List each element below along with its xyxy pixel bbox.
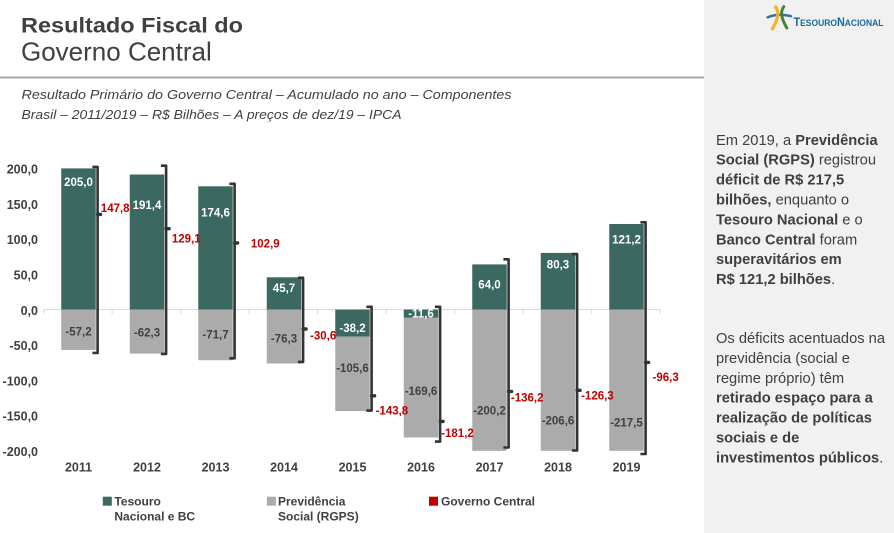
svg-text:bilhões, enquanto o: bilhões, enquanto o (716, 193, 849, 209)
svg-text:174,6: 174,6 (201, 208, 230, 220)
svg-text:-62,3: -62,3 (134, 328, 160, 340)
svg-text:2011: 2011 (65, 461, 92, 475)
svg-text:Banco Central foram: Banco Central foram (716, 232, 857, 248)
svg-text:-30,6: -30,6 (310, 331, 336, 343)
svg-text:-169,6: -169,6 (405, 386, 438, 398)
svg-text:129,1: 129,1 (172, 234, 201, 246)
svg-text:Tesouro Nacional e o: Tesouro Nacional e o (716, 212, 863, 228)
svg-text:205,0: 205,0 (64, 177, 93, 189)
svg-text:2014: 2014 (270, 461, 298, 475)
svg-text:-105,6: -105,6 (336, 363, 369, 375)
svg-text:-76,3: -76,3 (271, 334, 297, 346)
svg-text:-150,0: -150,0 (3, 410, 38, 424)
svg-text:Governo Central: Governo Central (441, 495, 535, 509)
svg-text:2016: 2016 (407, 461, 435, 475)
svg-text:-217,5: -217,5 (610, 418, 643, 430)
svg-text:-143,8: -143,8 (376, 405, 409, 417)
svg-text:sociais e de: sociais e de (716, 431, 799, 447)
svg-text:previdência (social e: previdência (social e (716, 351, 850, 367)
svg-text:-126,3: -126,3 (581, 391, 614, 403)
svg-text:-50,0: -50,0 (10, 339, 39, 353)
svg-text:150,0: 150,0 (7, 198, 38, 212)
svg-text:191,4: 191,4 (133, 200, 162, 212)
svg-text:121,2: 121,2 (612, 234, 641, 246)
svg-text:2012: 2012 (133, 461, 161, 475)
svg-text:TESOURONACIONAL: TESOURONACIONAL (794, 17, 884, 29)
svg-text:déficit de R$ 217,5: déficit de R$ 217,5 (716, 173, 844, 189)
svg-text:investimentos públicos.: investimentos públicos. (716, 450, 883, 466)
svg-text:-96,3: -96,3 (653, 372, 679, 384)
svg-text:2019: 2019 (613, 461, 641, 475)
svg-text:2017: 2017 (476, 461, 504, 475)
svg-text:Resultado Fiscal do: Resultado Fiscal do (21, 14, 243, 37)
svg-text:superavitários em: superavitários em (716, 252, 842, 268)
svg-text:-200,2: -200,2 (473, 406, 506, 418)
svg-text:-136,2: -136,2 (511, 393, 544, 405)
svg-text:80,3: 80,3 (547, 259, 569, 271)
svg-text:-181,2: -181,2 (441, 428, 474, 440)
svg-text:102,9: 102,9 (251, 239, 280, 251)
svg-text:Tesouro: Tesouro (114, 495, 160, 509)
svg-text:Governo Central: Governo Central (21, 37, 212, 67)
svg-text:2015: 2015 (339, 461, 367, 475)
svg-text:regime próprio) têm: regime próprio) têm (716, 371, 844, 387)
svg-text:100,0: 100,0 (7, 233, 38, 247)
svg-text:-38,2: -38,2 (339, 323, 365, 335)
svg-text:64,0: 64,0 (478, 279, 500, 291)
svg-text:0,0: 0,0 (21, 304, 38, 318)
svg-text:Em 2019, a Previdência: Em 2019, a Previdência (716, 133, 878, 149)
svg-text:R$ 121,2 bilhões.: R$ 121,2 bilhões. (716, 272, 835, 288)
svg-text:-100,0: -100,0 (3, 374, 38, 388)
svg-text:-11,6: -11,6 (408, 309, 434, 321)
svg-text:2018: 2018 (544, 461, 572, 475)
svg-text:Nacional e BC: Nacional e BC (114, 510, 195, 524)
svg-text:-71,7: -71,7 (202, 330, 228, 342)
svg-text:Social (RGPS): Social (RGPS) (278, 510, 359, 524)
svg-text:2013: 2013 (202, 461, 230, 475)
svg-text:Os déficits acentuados na: Os déficits acentuados na (716, 331, 886, 347)
svg-text:realização de políticas: realização de políticas (716, 411, 872, 427)
svg-text:-57,2: -57,2 (65, 327, 91, 339)
svg-text:45,7: 45,7 (273, 283, 295, 295)
svg-text:Previdência: Previdência (278, 495, 346, 509)
svg-text:-206,6: -206,6 (542, 416, 575, 428)
svg-text:50,0: 50,0 (14, 269, 38, 283)
svg-text:-200,0: -200,0 (3, 445, 38, 459)
svg-text:Brasil – 2011/2019 – R$ Bilhõe: Brasil – 2011/2019 – R$ Bilhões – A preç… (22, 107, 402, 122)
svg-text:Social (RGPS) registrou: Social (RGPS) registrou (716, 153, 876, 169)
svg-text:retirado espaço para a: retirado espaço para a (716, 391, 874, 407)
svg-text:200,0: 200,0 (7, 163, 38, 177)
svg-text:Resultado Primário do Governo: Resultado Primário do Governo Central – … (22, 87, 513, 102)
svg-text:147,8: 147,8 (101, 203, 130, 215)
